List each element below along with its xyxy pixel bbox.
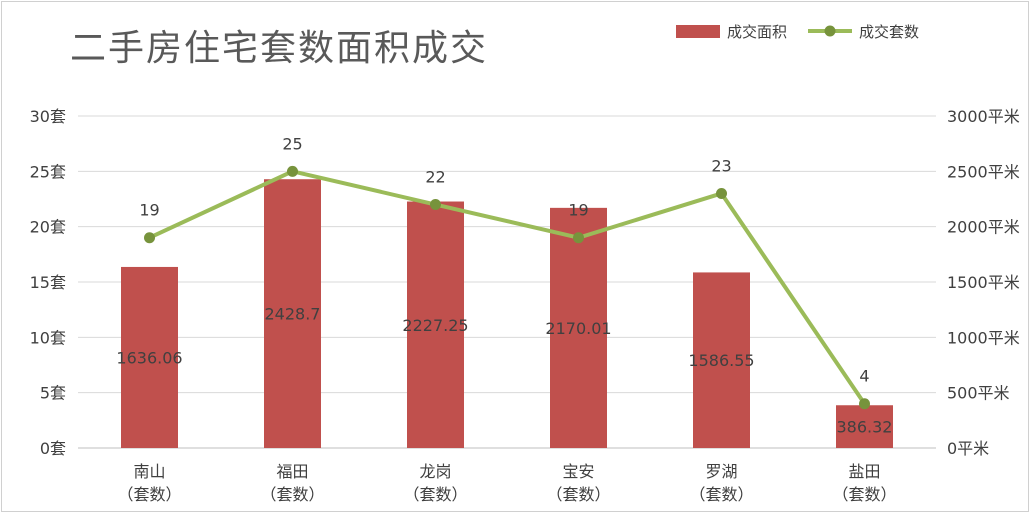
right-y-tick-label: 2500平米	[947, 162, 1020, 181]
right-y-tick-label: 3000平米	[947, 107, 1020, 126]
left-y-tick-label: 20套	[30, 218, 66, 237]
line-point	[144, 232, 155, 244]
x-tick-label: 龙岗	[419, 462, 451, 481]
x-tick-label: 盐田	[848, 462, 880, 481]
line-point	[716, 187, 727, 199]
line-value-label: 22	[425, 168, 445, 187]
legend-line-marker	[824, 25, 836, 37]
left-y-tick-label: 15套	[30, 273, 66, 292]
left-y-axis: 0套 5套 10套 15套 20套 25套 30套	[30, 107, 66, 458]
x-tick-sublabel: （套数）	[832, 485, 896, 504]
line-path	[148, 169, 867, 405]
right-y-tick-label: 500平米	[947, 384, 1010, 403]
chart-title: 二手房住宅套数面积成交	[70, 28, 488, 69]
legend-bar-label: 成交面积	[727, 23, 787, 41]
bar-data-labels: 1636.06 2428.7 2227.25 2170.01 1586.55 386.32	[116, 305, 892, 437]
bar-value-label: 1636.06	[116, 348, 182, 367]
right-y-axis: 0平米 500平米 1000平米 1500平米 2000平米 2500平米 3000平米	[947, 107, 1020, 458]
x-tick-label: 罗湖	[705, 462, 737, 481]
line-point	[859, 398, 870, 410]
gridlines	[78, 115, 936, 449]
line-value-label: 19	[139, 201, 159, 220]
bar-value-label: 2227.25	[402, 316, 468, 335]
line-series: 19 25 22 19 23 4	[139, 134, 870, 410]
legend-line-label: 成交套数	[859, 23, 919, 41]
right-y-tick-label: 0平米	[947, 439, 989, 458]
right-y-tick-label: 2000平米	[947, 218, 1020, 237]
bar-value-label: 2428.7	[265, 305, 321, 324]
legend: 成交面积 成交套数	[676, 23, 919, 41]
legend-bar-swatch	[676, 25, 720, 38]
bar	[121, 266, 178, 448]
line-value-label: 4	[859, 367, 869, 386]
line-point	[287, 165, 298, 177]
left-y-tick-label: 30套	[30, 107, 66, 126]
bar	[407, 201, 464, 448]
line-value-label: 19	[568, 201, 588, 220]
x-tick-sublabel: （套数）	[403, 485, 467, 504]
bar-value-label: 386.32	[837, 418, 893, 437]
bar	[693, 272, 750, 448]
x-tick-sublabel: （套数）	[260, 485, 324, 504]
line-value-label: 23	[711, 156, 731, 175]
x-tick-label: 南山	[133, 462, 165, 481]
x-tick-sublabel: （套数）	[689, 485, 753, 504]
x-tick-sublabel: （套数）	[546, 485, 610, 504]
bar	[836, 405, 893, 448]
bar-value-label: 2170.01	[545, 319, 611, 338]
left-y-tick-label: 25套	[30, 162, 66, 181]
line-value-label: 25	[282, 134, 302, 153]
x-tick-sublabel: （套数）	[117, 485, 181, 504]
bar-series	[121, 179, 893, 448]
right-y-tick-label: 1500平米	[947, 273, 1020, 292]
line-point	[573, 232, 584, 244]
bar-value-label: 1586.55	[688, 351, 754, 370]
line-point	[430, 199, 441, 211]
x-tick-label: 福田	[276, 462, 308, 481]
bar	[550, 207, 607, 448]
left-y-tick-label: 5套	[40, 384, 66, 403]
x-tick-label: 宝安	[562, 462, 594, 481]
left-y-tick-label: 0套	[40, 439, 66, 458]
x-axis: 南山 （套数） 福田 （套数） 龙岗 （套数） 宝安 （套数） 罗湖 （套数） 盐田 （套数）	[117, 462, 896, 504]
left-y-tick-label: 10套	[30, 328, 66, 347]
right-y-tick-label: 1000平米	[947, 328, 1020, 347]
bar	[264, 179, 321, 448]
